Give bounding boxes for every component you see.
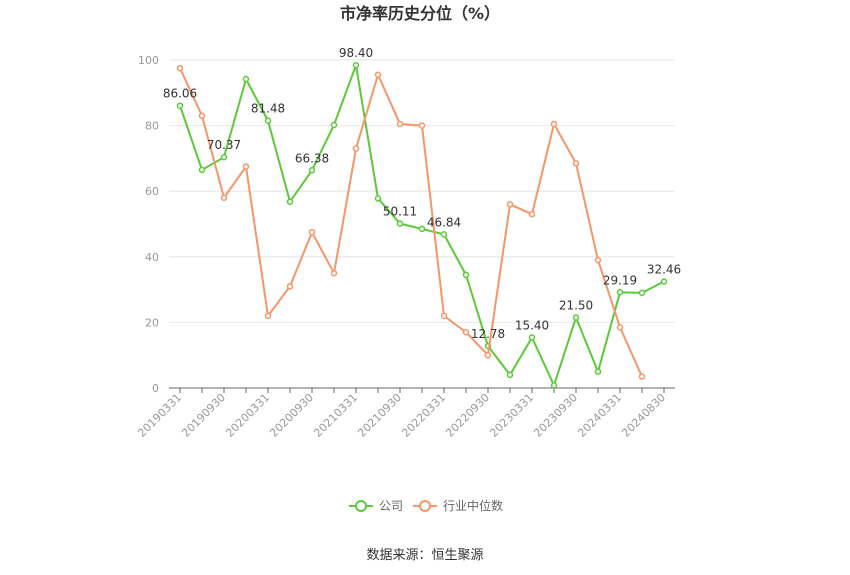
data-point-1 [484,351,492,359]
legend-label-company: 公司 [379,499,403,513]
legend-item-company[interactable]: 公司 [349,499,403,513]
data-point-0 [638,289,646,297]
series-line-1 [179,67,643,377]
data-point-0 [264,117,272,124]
data-label: 98.40 [339,46,373,60]
x-tick-label: 20190331 [135,391,184,440]
grid-lines [169,59,675,323]
x-tick-label: 20200331 [223,391,272,440]
data-point-1 [198,112,206,120]
data-label: 81.48 [251,102,285,116]
data-label: 50.11 [383,205,417,219]
data-point-0 [550,382,558,389]
legend-label-industry: 行业中位数 [443,498,503,513]
x-tick-label: 20230930 [531,391,580,440]
x-tick-label: 20230331 [487,391,536,440]
series-lines [176,61,668,389]
data-point-1 [418,122,426,129]
x-tick-label: 20200930 [267,391,316,440]
y-axis: 0 20 40 60 80 100 [138,54,159,395]
data-source: 数据来源：恒生聚源 [366,548,483,563]
data-point-1 [352,145,360,152]
data-point-0 [374,195,382,202]
data-label: 70.37 [207,138,241,152]
data-label: 32.46 [647,263,681,277]
chart-title: 市净率历史分位（%） [340,4,500,23]
data-point-0 [528,334,536,341]
x-tick-label: 20240331 [575,391,624,440]
data-point-1 [594,256,602,264]
data-point-1 [286,283,294,290]
y-tick-label: 60 [145,185,159,198]
x-tick-label: 20190930 [179,391,228,440]
y-tick-label: 40 [145,251,159,264]
data-point-1 [176,64,184,72]
data-point-1 [528,210,536,218]
data-label: 15.40 [515,318,549,332]
data-point-0 [660,278,668,285]
legend[interactable]: 公司 行业中位数 [349,498,503,513]
data-point-0 [462,271,470,279]
data-point-1 [396,120,404,128]
data-point-1 [330,269,338,277]
data-point-0 [198,166,206,174]
data-label: 86.06 [163,87,197,101]
data-point-1 [374,71,382,79]
data-label: 66.38 [295,151,329,165]
data-labels: 86.06 70.37 81.48 66.38 98.40 50.11 46.84 12.78… [163,46,681,341]
data-point-0 [176,102,184,109]
data-point-0 [220,153,228,161]
data-point-0 [572,314,580,321]
data-point-1 [242,163,250,170]
data-point-1 [220,194,228,202]
data-point-1 [506,201,514,208]
x-tick-label: 20240830 [619,391,668,440]
y-tick-label: 0 [152,382,159,395]
y-tick-label: 100 [138,54,159,67]
data-point-0 [242,75,250,83]
data-point-1 [638,373,646,380]
legend-marker-company [355,500,367,512]
data-point-1 [616,324,624,331]
data-point-0 [330,121,338,129]
data-point-0 [418,225,426,233]
data-label: 29.19 [603,273,637,287]
x-axis: 2019033120190930202003312020093020210331… [135,387,675,440]
legend-marker-industry [419,500,431,512]
data-point-1 [550,120,558,128]
data-point-0 [506,371,514,379]
data-point-1 [440,312,448,320]
x-tick-label: 20220930 [443,391,492,440]
x-tick-label: 20220331 [399,391,448,440]
x-tick-label: 20210331 [311,391,360,440]
data-point-1 [462,328,470,336]
data-point-0 [616,289,624,296]
y-tick-label: 20 [145,316,159,329]
data-point-0 [594,368,602,375]
data-label: 12.78 [471,327,505,341]
data-label: 21.50 [559,298,593,312]
data-point-0 [440,231,448,238]
data-label: 46.84 [427,215,461,229]
data-point-1 [572,160,580,167]
legend-item-industry-median[interactable]: 行业中位数 [413,498,503,513]
data-point-1 [308,228,316,236]
data-point-1 [264,312,272,320]
y-tick-label: 80 [145,120,159,133]
data-point-0 [396,220,404,227]
data-point-0 [352,61,360,69]
data-point-0 [286,198,294,205]
x-tick-label: 20210930 [355,391,404,440]
data-point-0 [308,167,316,174]
